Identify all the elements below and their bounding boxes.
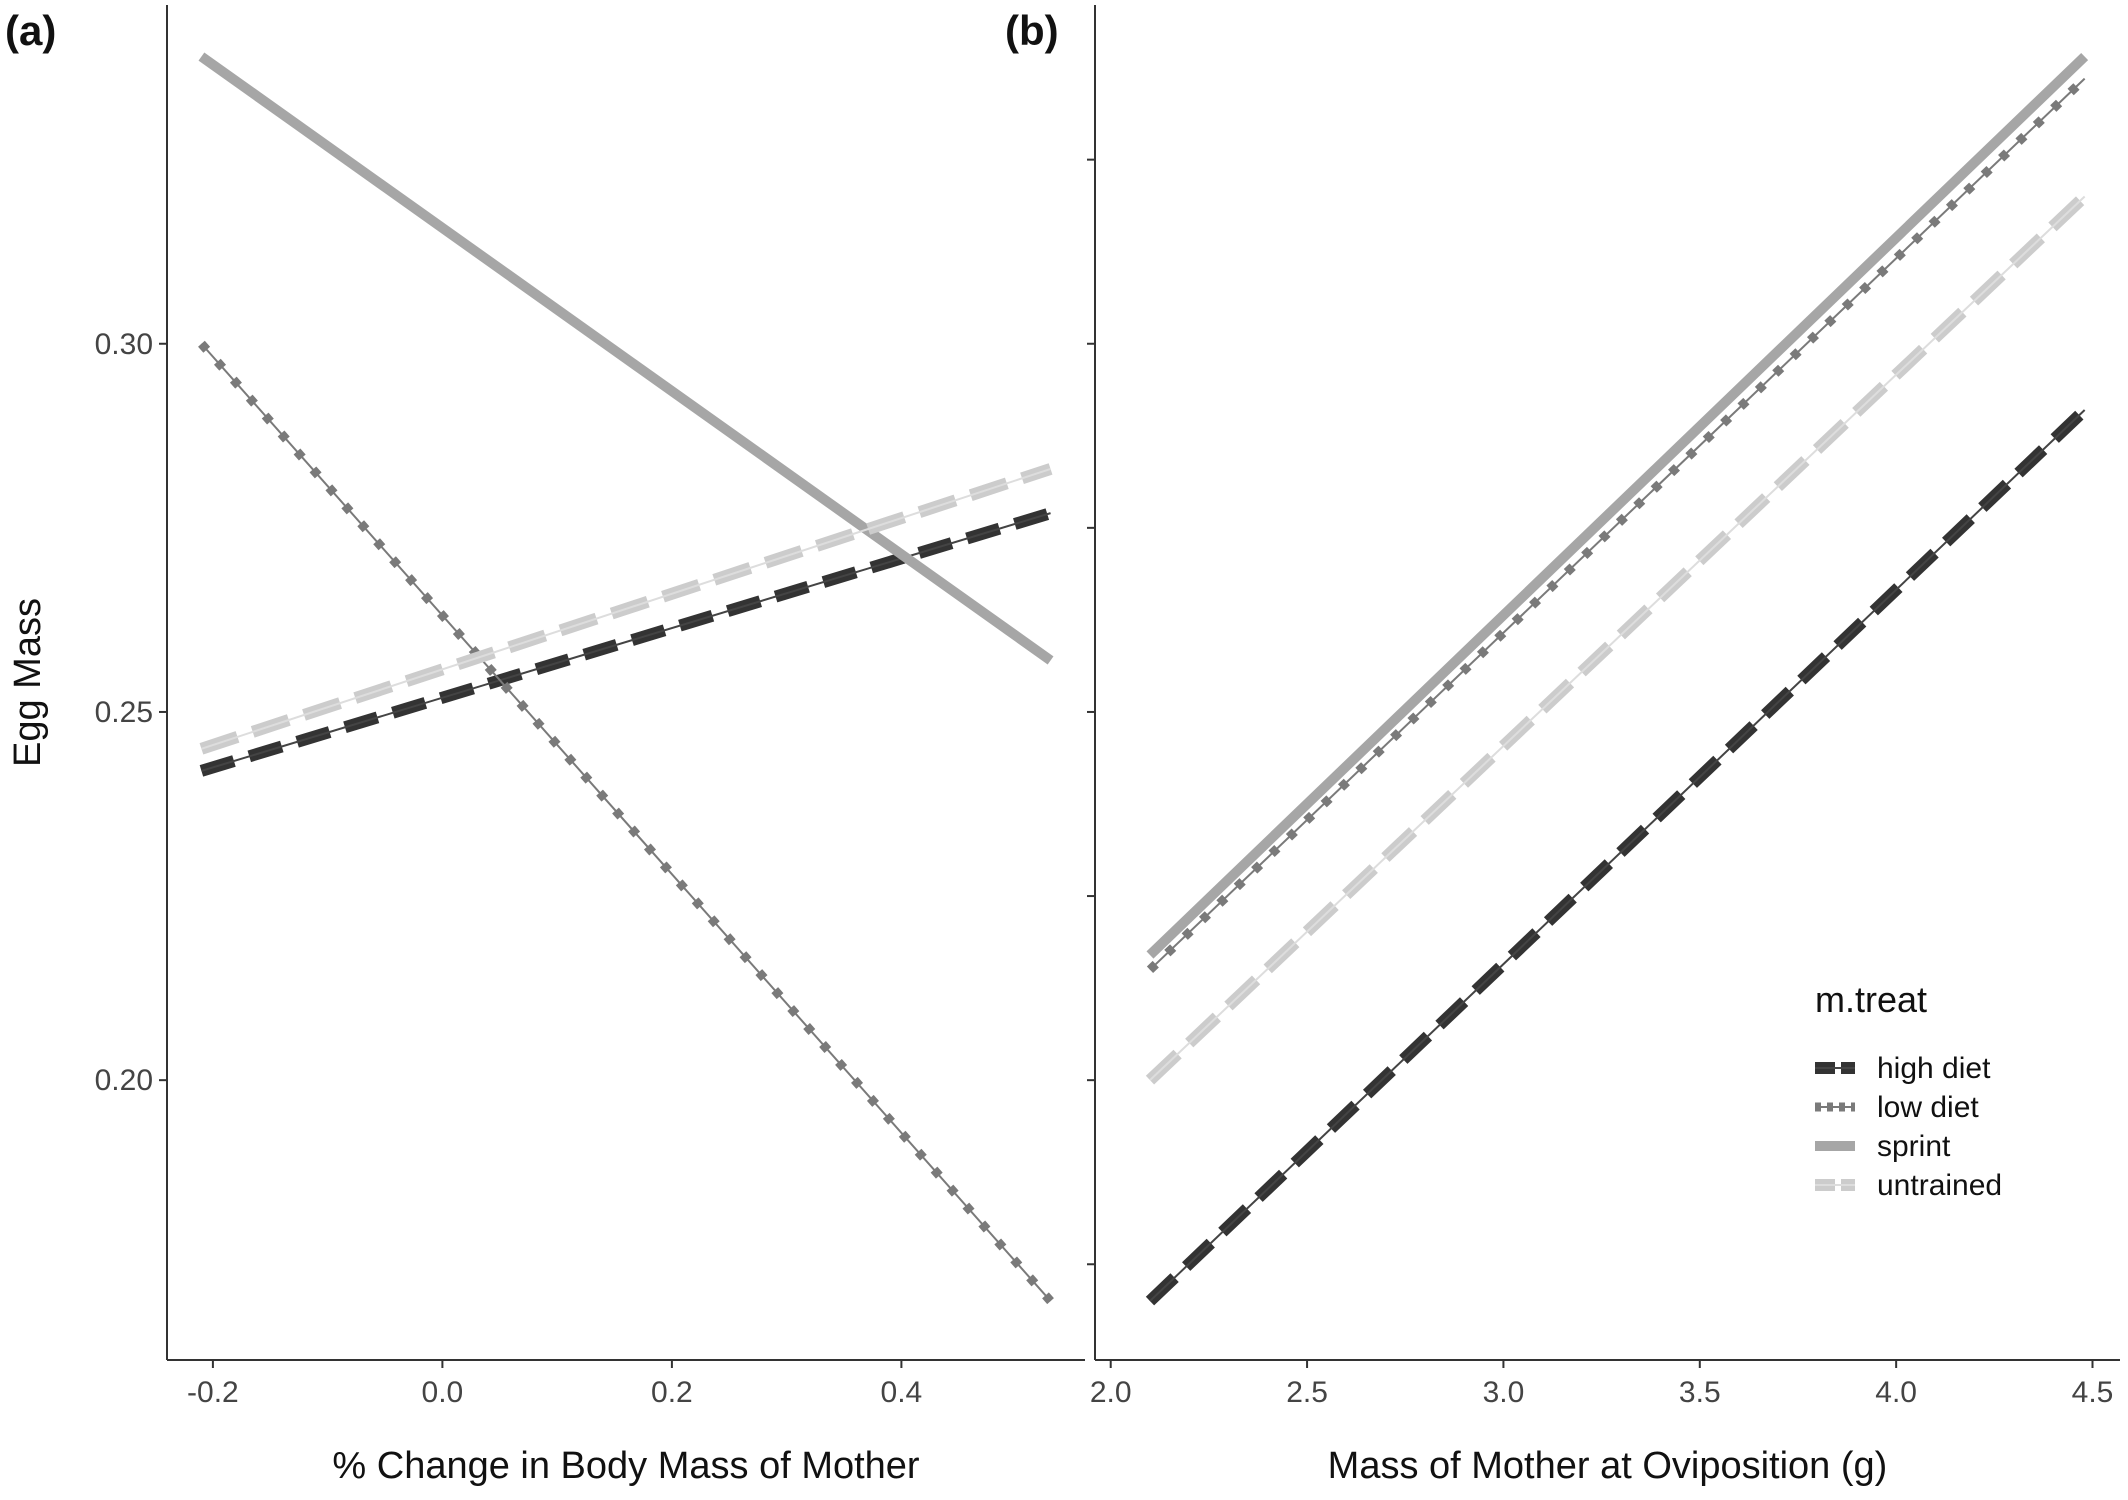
legend-label-untrained: untrained <box>1877 1169 2002 1202</box>
series-line-sprint <box>198 52 1054 665</box>
y-tick-label: 0.25 <box>95 696 153 729</box>
x-tick-label: 4.5 <box>2072 1376 2114 1409</box>
x-axis-title: % Change in Body Mass of Mother <box>332 1445 920 1487</box>
legend-label-low-diet: low diet <box>1877 1091 1979 1124</box>
series-line-low-diet-thin <box>1149 77 2086 971</box>
y-axis-title: Egg Mass <box>7 598 49 767</box>
panel-label: (a) <box>5 7 56 54</box>
legend: m.treat high diet low diet sprint untrained <box>1815 979 2002 1202</box>
x-tick-label: 4.0 <box>1875 1376 1917 1409</box>
x-tick-label: 3.5 <box>1679 1376 1721 1409</box>
x-tick-label: 0.4 <box>881 1376 923 1409</box>
legend-title: m.treat <box>1815 979 1927 1020</box>
legend-label-high-diet: high diet <box>1877 1052 1991 1085</box>
x-tick-label: 2.0 <box>1090 1376 1132 1409</box>
series-line-high-diet-thin <box>201 512 1051 772</box>
panel-label: (b) <box>1005 7 1059 54</box>
x-tick-label: 2.5 <box>1286 1376 1328 1409</box>
series-line-high-diet-thin <box>1149 409 2086 1302</box>
x-tick-label: 0.2 <box>651 1376 693 1409</box>
series-line-untrained-thin <box>1149 195 2086 1081</box>
x-tick-label: -0.2 <box>187 1376 239 1409</box>
y-tick-label: 0.20 <box>95 1064 153 1097</box>
x-tick-label: 0.0 <box>422 1376 464 1409</box>
series-line-untrained-thin <box>201 467 1051 750</box>
panel-b: (b) 2.0 2.5 3.0 3.5 4.0 4.5 Mass of Mother at O… <box>1005 5 2120 1487</box>
x-axis-title: Mass of Mother at Oviposition (g) <box>1328 1445 1888 1487</box>
panel-a: (a) 0.20 0.25 0.30 -0.2 0.0 0.2 0.4 % Change in … <box>5 5 1085 1487</box>
series-line-sprint <box>1146 52 2089 959</box>
legend-label-sprint: sprint <box>1877 1130 1951 1163</box>
x-tick-label: 3.0 <box>1483 1376 1525 1409</box>
y-tick-label: 0.30 <box>95 328 153 361</box>
series-line-low-diet-thin <box>200 343 1052 1302</box>
